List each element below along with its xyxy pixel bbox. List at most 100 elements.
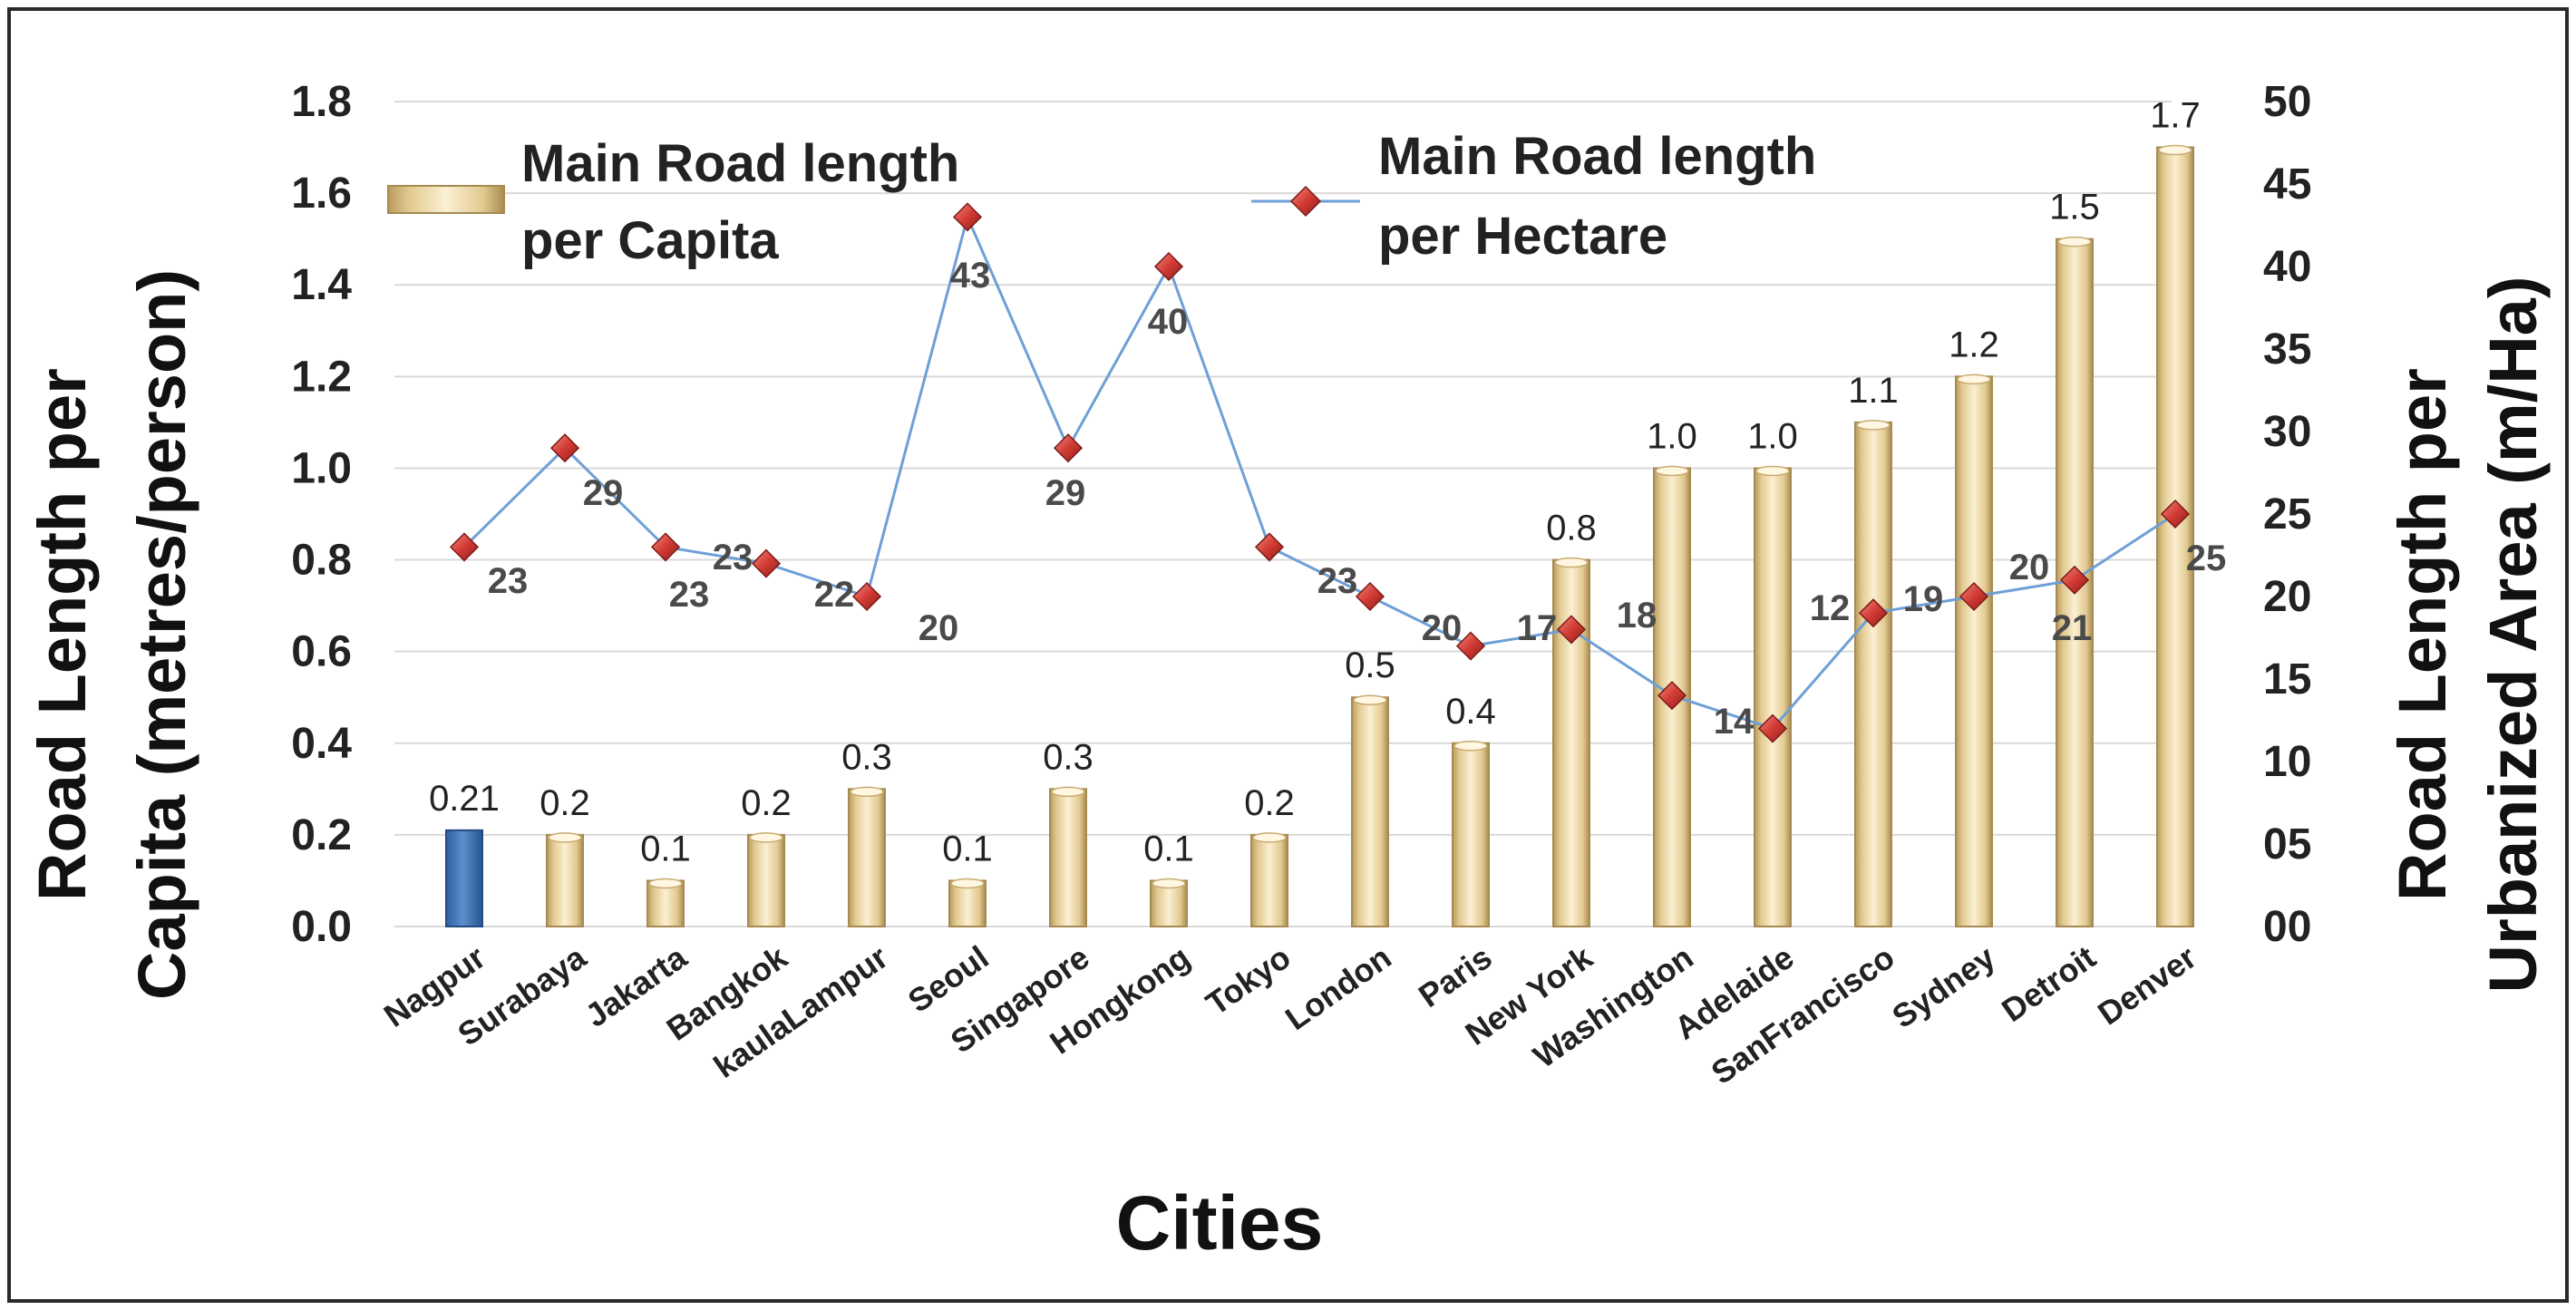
bar-data-label: 0.1 [1143, 829, 1194, 868]
left-tick-label: 0.6 [291, 628, 352, 676]
left-axis-ticks: 0.0 0.2 0.4 0.6 0.8 1.0 1.2 1.4 1.6 1.8 [291, 78, 352, 951]
chart-frame [7, 7, 2569, 1303]
bar-cap [648, 878, 683, 889]
line-data-label: 25 [2186, 539, 2227, 578]
right-tick-label: 00 [2263, 903, 2311, 951]
y2-axis-title-line2: Urbanized Area (m/Ha) [2475, 277, 2551, 994]
line-marker [751, 548, 782, 578]
line-data-label: 19 [1903, 579, 1944, 619]
line-marker [2059, 565, 2090, 595]
bar [546, 833, 584, 928]
bar-data-label: 0.1 [640, 829, 691, 868]
bar [1049, 788, 1087, 927]
bar-data-label: 1.0 [1747, 416, 1798, 456]
line-data-label: 29 [583, 473, 624, 513]
bar-data-label: 0.5 [1345, 645, 1395, 685]
line-marker [1053, 433, 1084, 463]
bar-cap [1957, 374, 1991, 385]
legend-label: per Capita [521, 211, 779, 270]
category-label: Detroit [1995, 938, 2103, 1029]
line-marker [952, 202, 983, 232]
bar-cap [749, 832, 783, 843]
x-axis-title: Cities [1116, 1180, 1324, 1266]
bar-data-label: 1.1 [1848, 371, 1899, 411]
bar [1854, 421, 1892, 927]
bar-cap [1554, 557, 1589, 568]
line-data-label: 40 [1148, 302, 1189, 342]
line-data-label: 23 [669, 575, 710, 615]
line-data-label: 20 [919, 608, 959, 648]
bar [1955, 375, 1993, 928]
right-tick-label: 25 [2263, 490, 2311, 539]
line-data-label: 23 [713, 538, 753, 577]
right-axis-ticks: 00 05 10 15 20 25 30 35 40 45 50 [2263, 78, 2311, 951]
line-marker [549, 433, 580, 463]
bar-data-label: 0.2 [1244, 783, 1295, 823]
bar-cap [1453, 741, 1488, 752]
line-marker [1153, 251, 1184, 282]
line-marker [2160, 499, 2191, 529]
legend-swatch-marker [1289, 185, 1322, 218]
line-marker [1757, 713, 1788, 743]
bar-cap [2057, 236, 2092, 247]
line-data-label: 12 [1810, 588, 1851, 628]
right-tick-label: 20 [2263, 573, 2311, 621]
line-marker [1455, 631, 1486, 661]
category-label: kaulaLampur [707, 938, 895, 1085]
line-marker [449, 532, 480, 562]
bar-cap [1252, 832, 1287, 843]
left-tick-label: 0.8 [291, 537, 352, 585]
bar-cap [950, 878, 985, 889]
line-data-label: 23 [1317, 561, 1358, 601]
bar-cap [1051, 786, 1085, 798]
line-marker [1858, 598, 1889, 628]
right-tick-label: 35 [2263, 325, 2311, 374]
right-tick-label: 10 [2263, 738, 2311, 786]
bar-cap [548, 832, 582, 843]
bar [445, 829, 483, 927]
line-data-label: 18 [1617, 596, 1657, 636]
bar-data-label: 1.5 [2049, 188, 2100, 228]
right-tick-label: 50 [2263, 78, 2311, 126]
bar-data-label: 0.3 [1043, 737, 1094, 777]
line-marker [851, 581, 882, 612]
bar [2156, 146, 2194, 928]
right-tick-label: 45 [2263, 160, 2311, 209]
left-tick-label: 0.4 [291, 720, 352, 768]
right-tick-label: 40 [2263, 243, 2311, 291]
bar-data-label: 0.8 [1546, 509, 1597, 548]
y-axis-title-line2: Capita (metres/person) [124, 269, 199, 1000]
line-marker [1657, 681, 1687, 711]
category-label: Denver [2091, 938, 2203, 1033]
bar-data-label: 1.0 [1647, 416, 1697, 456]
bar-data-label: 0.4 [1445, 692, 1496, 732]
line-data-label: 21 [2052, 608, 2093, 648]
legend-swatch-bar [387, 185, 505, 214]
left-tick-label: 1.0 [291, 444, 352, 492]
bar-data-labels: 0.21 0.2 0.1 0.2 0.3 0.1 0.3 0.1 0.2 0.5 0.4 0.8 1.0… [429, 96, 2201, 869]
left-tick-label: 1.4 [291, 261, 352, 309]
bar-data-label: 1.7 [2150, 96, 2201, 136]
bar-data-label: 0.2 [741, 783, 792, 823]
right-tick-label: 05 [2263, 820, 2311, 868]
left-tick-label: 1.2 [291, 353, 352, 401]
right-tick-label: 30 [2263, 408, 2311, 456]
bar-cap [1655, 465, 1689, 477]
bar-data-label: 1.2 [1949, 325, 1999, 364]
y2-axis-title-line1: Road Length per [2385, 368, 2460, 901]
bar-data-label: 0.1 [942, 829, 993, 868]
line-data-label: 22 [814, 575, 855, 615]
line-marker [650, 532, 681, 562]
series-line [462, 212, 2176, 731]
legend-label: Main Road length [521, 134, 959, 193]
bar [1250, 833, 1288, 928]
axis-titles: Cities Road Length per Capita (metres/pers… [24, 269, 2551, 1266]
bar [1552, 558, 1590, 927]
legend-label: per Hectare [1378, 207, 1667, 266]
bar-cap [850, 786, 884, 798]
line-series [449, 202, 2191, 743]
line-marker [1556, 615, 1587, 645]
